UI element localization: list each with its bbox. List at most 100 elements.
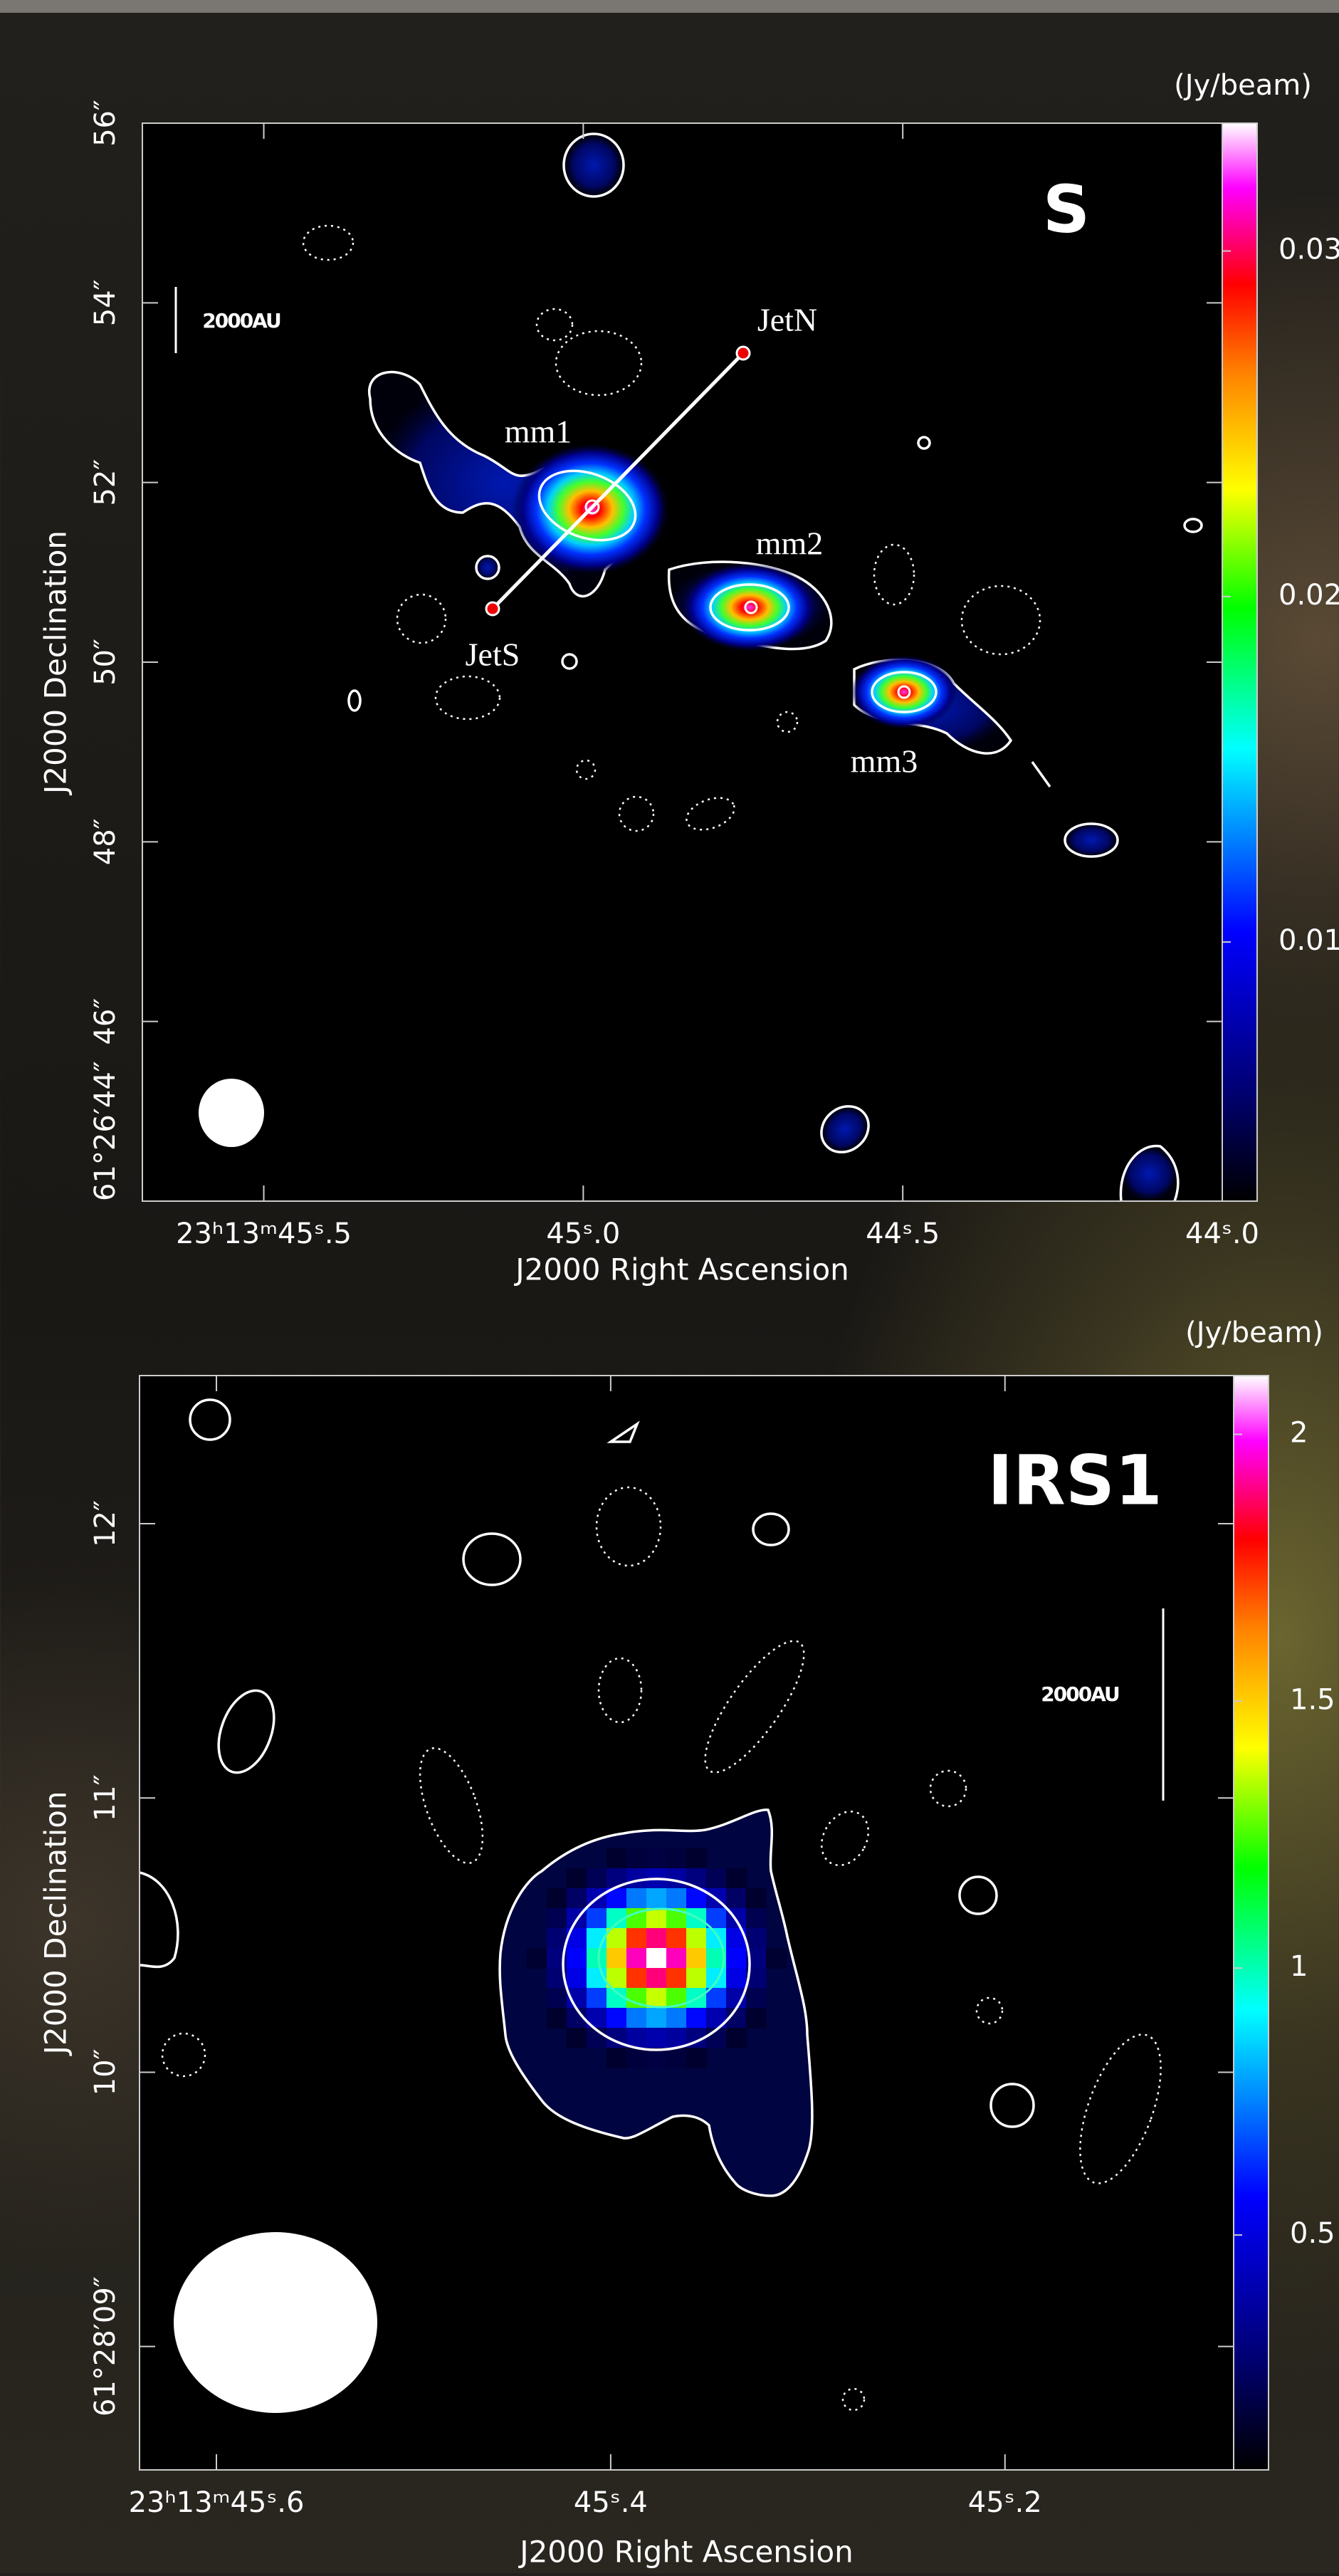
pixel — [686, 2048, 707, 2068]
pixel — [547, 1908, 567, 1929]
pixel — [587, 1948, 607, 1969]
y-tick-label: 12″ — [89, 1500, 122, 1547]
pixel — [746, 2008, 767, 2028]
pixel — [766, 1948, 787, 1969]
x-axis-label: J2000 Right Ascension — [518, 2535, 854, 2570]
page: 23ʰ13ᵐ45ˢ.545ˢ.044ˢ.544ˢ.061°26′44″46″48… — [0, 0, 1339, 2573]
pixel — [527, 1948, 547, 1969]
pixel — [607, 1948, 627, 1969]
colorbar-tick-label: 0.5 — [1290, 2217, 1335, 2250]
image-area — [142, 123, 1222, 1201]
y-tick-label: 50″ — [89, 639, 122, 686]
pixel — [547, 2008, 567, 2028]
pixel — [706, 2008, 727, 2028]
y-tick-label: 52″ — [89, 459, 122, 506]
colorbar-tick-label: 1.5 — [1290, 1683, 1335, 1716]
colorbar-label: (Jy/beam) — [1185, 1316, 1323, 1349]
y-tick-label: 46″ — [89, 998, 122, 1045]
pixel — [746, 1908, 767, 1929]
pixel — [666, 2048, 687, 2068]
pixel — [726, 1868, 747, 1889]
pixel — [666, 1848, 687, 1869]
pixel — [567, 2028, 587, 2048]
source-label: mm2 — [756, 525, 824, 562]
colorbar-label: (Jy/beam) — [1174, 69, 1312, 102]
pixel — [626, 1928, 647, 1949]
pixel — [607, 2048, 627, 2068]
pixel — [746, 1888, 767, 1909]
pixel — [626, 1888, 647, 1909]
pixel — [547, 1988, 567, 2009]
pixel — [666, 1888, 687, 1909]
y-tick-label: 61°28′09″ — [89, 2276, 122, 2417]
pixel — [706, 1968, 727, 1989]
pixel — [726, 1948, 747, 1969]
beam — [199, 1079, 264, 1147]
pixel — [646, 1968, 667, 1989]
pixel — [607, 1848, 627, 1869]
pixel — [587, 1988, 607, 2009]
y-tick-label: 11″ — [89, 1774, 122, 1821]
pixel — [726, 1928, 747, 1949]
colorbar — [1222, 123, 1257, 1201]
pixel — [726, 2028, 747, 2048]
beam — [174, 2232, 377, 2413]
pixel — [686, 1868, 707, 1889]
source-label: JetS — [466, 637, 520, 673]
x-tick-label: 23ʰ13ᵐ45ˢ.5 — [176, 1218, 352, 1250]
pixel — [626, 1968, 647, 1989]
pixel — [626, 2048, 647, 2068]
x-tick-label: 44ˢ.5 — [866, 1218, 940, 1250]
x-tick-label: 45ˢ.2 — [968, 2486, 1042, 2519]
pixel — [666, 1968, 687, 1989]
pixel — [646, 1948, 667, 1969]
y-tick-label: 54″ — [89, 279, 122, 326]
y-axis-label: J2000 Declination — [38, 1791, 73, 2056]
colorbar-tick-label: 2 — [1290, 1416, 1308, 1449]
pixel — [686, 1968, 707, 1989]
pixel — [626, 1848, 647, 1869]
x-tick-label: 23ʰ13ᵐ45ˢ.6 — [129, 2486, 305, 2519]
pixel — [666, 2008, 687, 2028]
x-tick-label: 45ˢ.0 — [546, 1218, 620, 1250]
panel-title: IRS1 — [987, 1440, 1162, 1520]
scale-bar-label: 2000AU — [202, 309, 280, 333]
pixel — [706, 1928, 727, 1949]
colorbar-tick-label: 0.03 — [1278, 234, 1339, 266]
pixel — [626, 1948, 647, 1969]
x-axis-label: J2000 Right Ascension — [513, 1252, 849, 1287]
pixel — [567, 1968, 587, 1989]
pixel — [726, 1968, 747, 1989]
pixel — [686, 2008, 707, 2028]
source-label: mm1 — [505, 414, 572, 450]
figure: 23ʰ13ᵐ45ˢ.545ˢ.044ˢ.544ˢ.061°26′44″46″48… — [0, 0, 1339, 2573]
pixel — [567, 1948, 587, 1969]
pixel — [646, 1928, 667, 1949]
pixel — [726, 1888, 747, 1909]
pixel — [646, 1888, 667, 1909]
source-label: mm3 — [851, 743, 918, 780]
x-tick-label: 44ˢ.0 — [1185, 1218, 1259, 1250]
pixel — [646, 1848, 667, 1869]
colorbar — [1234, 1376, 1269, 2470]
pixel — [567, 1868, 587, 1889]
pixel — [626, 2008, 647, 2028]
pixel — [587, 1908, 607, 1929]
x-tick-label: 45ˢ.4 — [574, 2486, 648, 2519]
pixel — [646, 2008, 667, 2028]
pixel — [646, 1908, 667, 1929]
pixel — [646, 2028, 667, 2048]
source-label: JetN — [757, 302, 817, 338]
colorbar-tick-label: 0.01 — [1278, 924, 1339, 957]
y-axis-label: J2000 Declination — [38, 530, 73, 796]
y-tick-label: 48″ — [89, 818, 122, 865]
y-tick-label: 56″ — [89, 100, 122, 147]
y-tick-label: 10″ — [89, 2049, 122, 2096]
pixel — [666, 1928, 687, 1949]
scale-bar-label: 2000AU — [1041, 1682, 1119, 1706]
pixel — [686, 1928, 707, 1949]
colorbar-tick-label: 0.02 — [1278, 579, 1339, 612]
pixel — [607, 2008, 627, 2028]
pixel — [746, 1988, 767, 2009]
pixel — [587, 1868, 607, 1889]
